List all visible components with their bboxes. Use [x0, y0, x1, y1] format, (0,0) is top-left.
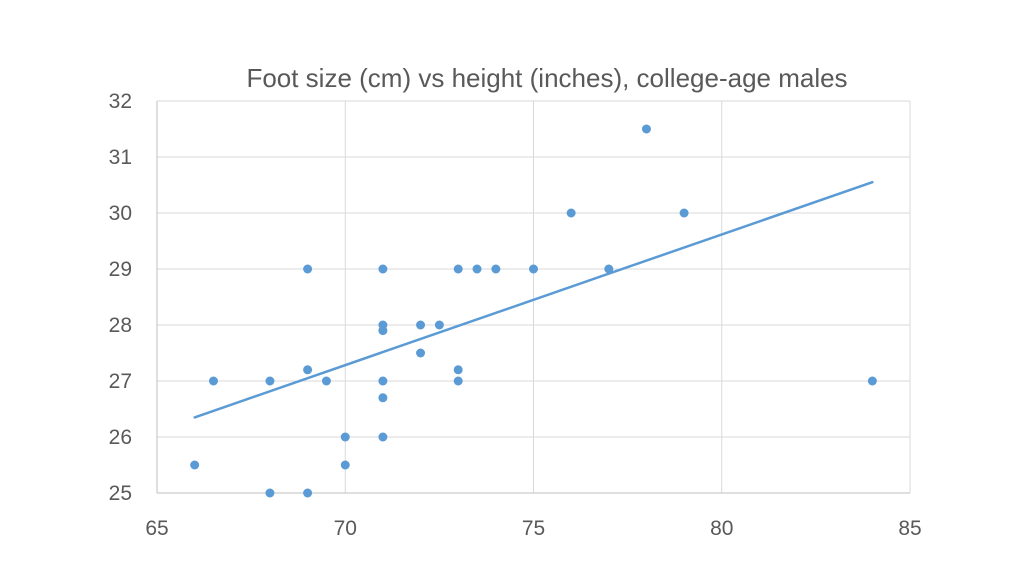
data-point: [604, 264, 614, 274]
data-point: [453, 376, 463, 386]
y-tick-label: 28: [109, 314, 132, 337]
data-point: [867, 376, 877, 386]
data-point: [208, 376, 218, 386]
data-point: [453, 365, 463, 375]
data-point: [340, 460, 350, 470]
grid: [157, 100, 911, 493]
x-tick-label: 75: [522, 517, 545, 540]
y-tick-label: 32: [109, 90, 132, 113]
data-point: [378, 376, 388, 386]
y-tick-label: 31: [109, 146, 132, 169]
data-point: [679, 208, 689, 218]
x-tick-label: 65: [145, 517, 168, 540]
data-point: [190, 460, 200, 470]
data-point: [453, 264, 463, 274]
x-tick-label: 70: [334, 517, 357, 540]
axes: [156, 101, 910, 494]
data-point: [265, 488, 275, 498]
data-point: [378, 432, 388, 442]
data-point: [303, 264, 313, 274]
data-point: [434, 320, 444, 330]
data-point: [491, 264, 501, 274]
data-point: [416, 320, 426, 330]
tick-labels: 25 26 27 28 29 30 31 32 65 70 75 80 85: [109, 90, 922, 540]
data-point: [529, 264, 538, 274]
data-point: [566, 208, 576, 218]
y-tick-label: 30: [109, 202, 132, 225]
data-point: [378, 264, 388, 274]
data-point: [378, 326, 388, 336]
data-point: [303, 365, 313, 375]
data-point: [416, 348, 426, 358]
trendline-layer: [193, 180, 874, 419]
x-tick-label: 85: [898, 517, 921, 540]
y-tick-label: 26: [109, 426, 132, 449]
y-tick-label: 27: [109, 370, 132, 393]
data-point: [265, 376, 275, 386]
x-tick-label: 80: [710, 517, 733, 540]
y-tick-label: 29: [109, 258, 132, 281]
data-points: [190, 124, 877, 498]
data-point: [340, 432, 350, 442]
chart-title: Foot size (cm) vs height (inches), colle…: [246, 63, 847, 93]
data-point: [303, 488, 313, 498]
y-tick-label: 25: [109, 482, 132, 505]
data-point: [378, 393, 388, 403]
data-point: [641, 124, 651, 134]
data-point: [472, 264, 482, 274]
data-point: [321, 376, 331, 386]
trendline: [193, 180, 874, 419]
